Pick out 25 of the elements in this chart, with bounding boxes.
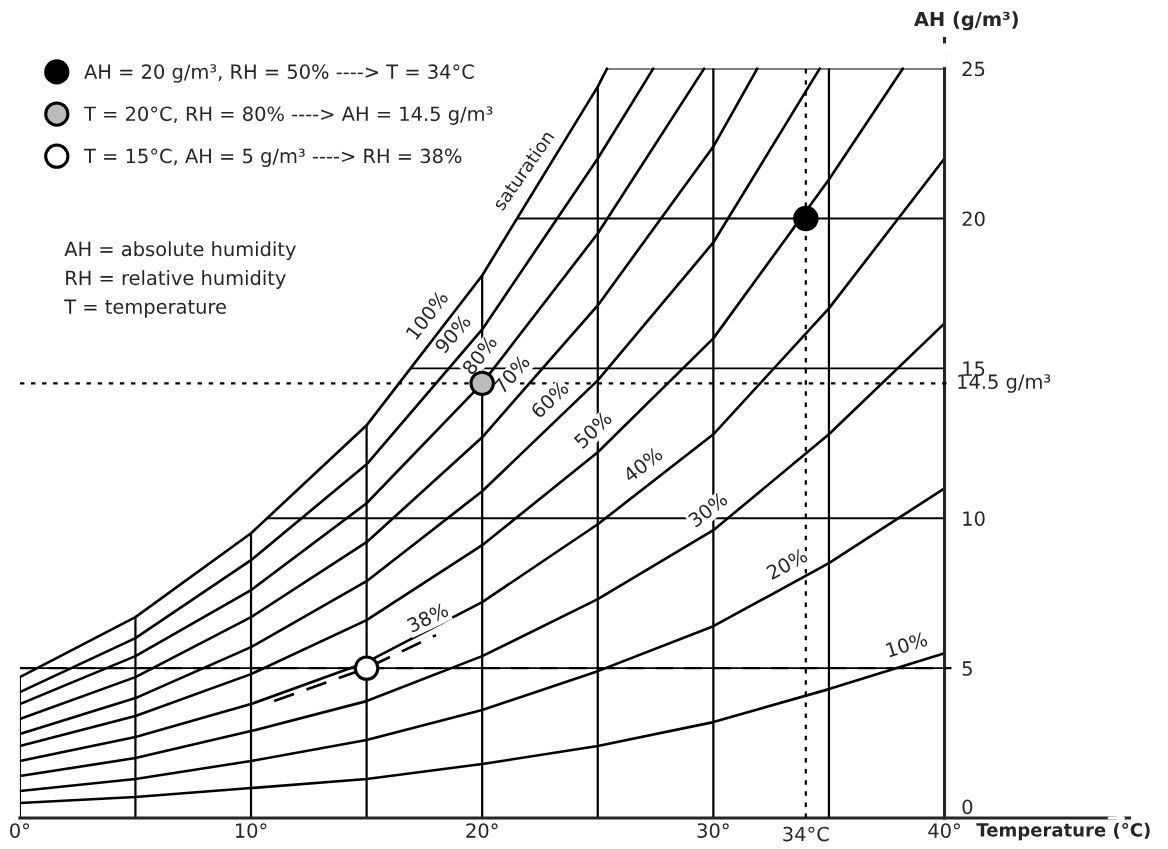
text: 40%: [622, 446, 664, 483]
y-tick-label: 25: [962, 61, 985, 77]
x-axis-title: Temperature (°C): [976, 822, 1150, 841]
annotation: RH = relative humidity: [66, 270, 286, 289]
y-tick-label: 10: [963, 511, 985, 526]
y-tick-label: 15: [963, 361, 985, 377]
legend-label: T = 20°C, RH = 80% ----> AH = 14.5 g/m³: [83, 106, 493, 125]
text: 38%: [406, 602, 450, 633]
y-tick-label: 20: [962, 211, 985, 227]
annotation: T = temperature: [64, 299, 226, 318]
y-axis-title: AH (g/m³): [913, 11, 1018, 31]
x-tick-label: 10°: [235, 823, 267, 838]
y-tick-label: 5: [962, 661, 972, 676]
text: 20%: [765, 547, 809, 581]
text: 10%: [885, 631, 929, 658]
x-tick-label: 20°: [466, 823, 498, 838]
ref-line-label: 14.5 g/m³: [958, 374, 1051, 393]
ref-line-label: 34°C: [783, 826, 829, 842]
legend-label: AH = 20 g/m³, RH = 50% ----> T = 34°C: [84, 64, 474, 83]
x-tick-label: 30°: [697, 823, 729, 838]
x-tick-label: 0°: [10, 823, 30, 838]
annotation: AH = absolute humidity: [64, 241, 296, 261]
x-tick-label: 40°: [928, 823, 960, 838]
legend-label: T = 15°C, AH = 5 g/m³ ----> RH = 38%: [83, 148, 462, 168]
y-tick-label: 0: [962, 799, 973, 815]
